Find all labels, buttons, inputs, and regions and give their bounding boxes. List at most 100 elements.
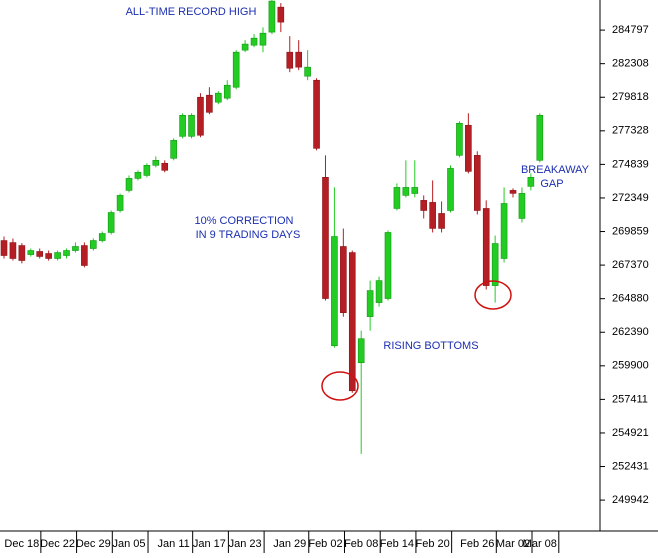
candle-body: [81, 245, 88, 266]
y-tick-label: 262390: [612, 326, 649, 338]
candle-body: [36, 251, 44, 257]
candle-body: [125, 178, 133, 191]
x-tick-label: Feb 08: [344, 538, 378, 550]
candle-body: [98, 233, 106, 241]
x-tick-label: Jan 23: [229, 538, 262, 550]
x-tick-label: Jan 29: [273, 538, 306, 550]
y-tick-label: 274839: [612, 158, 649, 170]
y-tick-label: 252431: [612, 460, 649, 472]
annotation: BREAKAWAY: [521, 164, 590, 176]
highlight-circle: [321, 371, 359, 401]
candle-body: [420, 200, 428, 211]
candle-body: [143, 165, 151, 176]
x-tick-label: Jan 05: [113, 538, 146, 550]
candle-body: [402, 187, 410, 196]
candle-body: [447, 168, 454, 211]
candle-body: [179, 114, 186, 137]
candle-body: [313, 79, 320, 149]
candle-body: [232, 51, 240, 88]
y-tick-label: 249942: [612, 494, 649, 506]
candle-body: [482, 208, 490, 286]
candle-body: [72, 246, 79, 251]
y-tick-label: 259900: [612, 360, 649, 372]
candle-body: [357, 338, 365, 364]
candle-body: [63, 250, 70, 256]
candle-body: [491, 243, 499, 286]
candle-body: [0, 240, 8, 256]
candle-body: [411, 187, 419, 194]
y-tick-label: 284797: [612, 24, 649, 36]
highlight-circle: [474, 280, 512, 310]
x-tick-label: Mar 08: [523, 538, 557, 550]
candle-body: [286, 51, 294, 69]
y-tick-label: 267370: [612, 259, 649, 271]
candle-body: [134, 172, 142, 179]
candle-body: [348, 252, 356, 392]
candle-body: [250, 37, 258, 46]
x-tick-label: Feb 20: [416, 538, 450, 550]
candle-body: [268, 0, 276, 33]
x-tick-label: Feb 14: [380, 538, 414, 550]
x-tick-label: Jan 17: [193, 538, 226, 550]
x-tick-label: Feb 02: [308, 538, 342, 550]
candle-body: [473, 155, 481, 211]
candle-body: [223, 84, 231, 99]
candle-body: [197, 96, 204, 136]
candle-body: [45, 253, 52, 259]
candle-body: [54, 252, 61, 259]
candle-body: [9, 242, 17, 259]
candle-body: [27, 250, 35, 255]
candle-body: [340, 246, 347, 313]
candle-body: [456, 122, 463, 156]
candle-body: [509, 190, 517, 194]
annotation: ALL-TIME RECORD HIGH: [126, 6, 257, 18]
candle-body: [322, 177, 329, 299]
y-tick-label: 279818: [612, 91, 649, 103]
candle-body: [277, 6, 285, 23]
x-tick-label: Jan 11: [158, 538, 190, 550]
candle-body: [375, 280, 383, 303]
candle-body: [295, 51, 302, 68]
y-tick-label: 257411: [612, 393, 648, 405]
y-tick-label: 264880: [612, 293, 649, 305]
annotation: 10% CORRECTION: [194, 215, 293, 227]
candle-body: [500, 203, 508, 259]
candle-body: [241, 43, 249, 51]
candle-body: [206, 94, 213, 113]
candle-body: [259, 32, 267, 46]
x-tick-label: Dec 18: [4, 538, 39, 550]
candle-body: [536, 114, 544, 161]
candle-body: [384, 232, 392, 299]
candle-body: [393, 187, 401, 209]
candle-body: [527, 177, 535, 187]
x-tick-label: Dec 22: [40, 538, 75, 550]
x-tick-label: Feb 26: [460, 538, 494, 550]
candle-body: [215, 92, 222, 103]
candle-body: [116, 195, 124, 211]
candle-body: [170, 140, 177, 159]
candle-body: [161, 162, 169, 171]
y-tick-label: 282308: [612, 58, 649, 70]
annotation: GAP: [540, 178, 563, 190]
annotation: IN 9 TRADING DAYS: [196, 229, 301, 241]
candle-body: [90, 240, 97, 249]
candle-body: [331, 236, 338, 347]
candle-body: [465, 124, 472, 172]
candle-body: [366, 290, 374, 317]
annotation: RISING BOTTOMS: [383, 340, 478, 352]
y-tick-label: 272349: [612, 192, 649, 204]
candle-body: [188, 114, 195, 137]
candle-body: [429, 202, 436, 229]
x-tick-label: Mar 02: [496, 538, 530, 550]
candle-body: [518, 193, 526, 219]
x-tick-label: Dec 29: [76, 538, 111, 550]
candle-body: [18, 245, 26, 261]
candle-body: [107, 212, 115, 233]
candle-body: [304, 66, 311, 77]
y-tick-label: 254921: [612, 427, 649, 439]
candle-body: [152, 160, 160, 166]
y-tick-label: 269859: [612, 225, 649, 237]
y-tick-label: 277328: [612, 125, 649, 137]
candle-body: [438, 213, 445, 229]
